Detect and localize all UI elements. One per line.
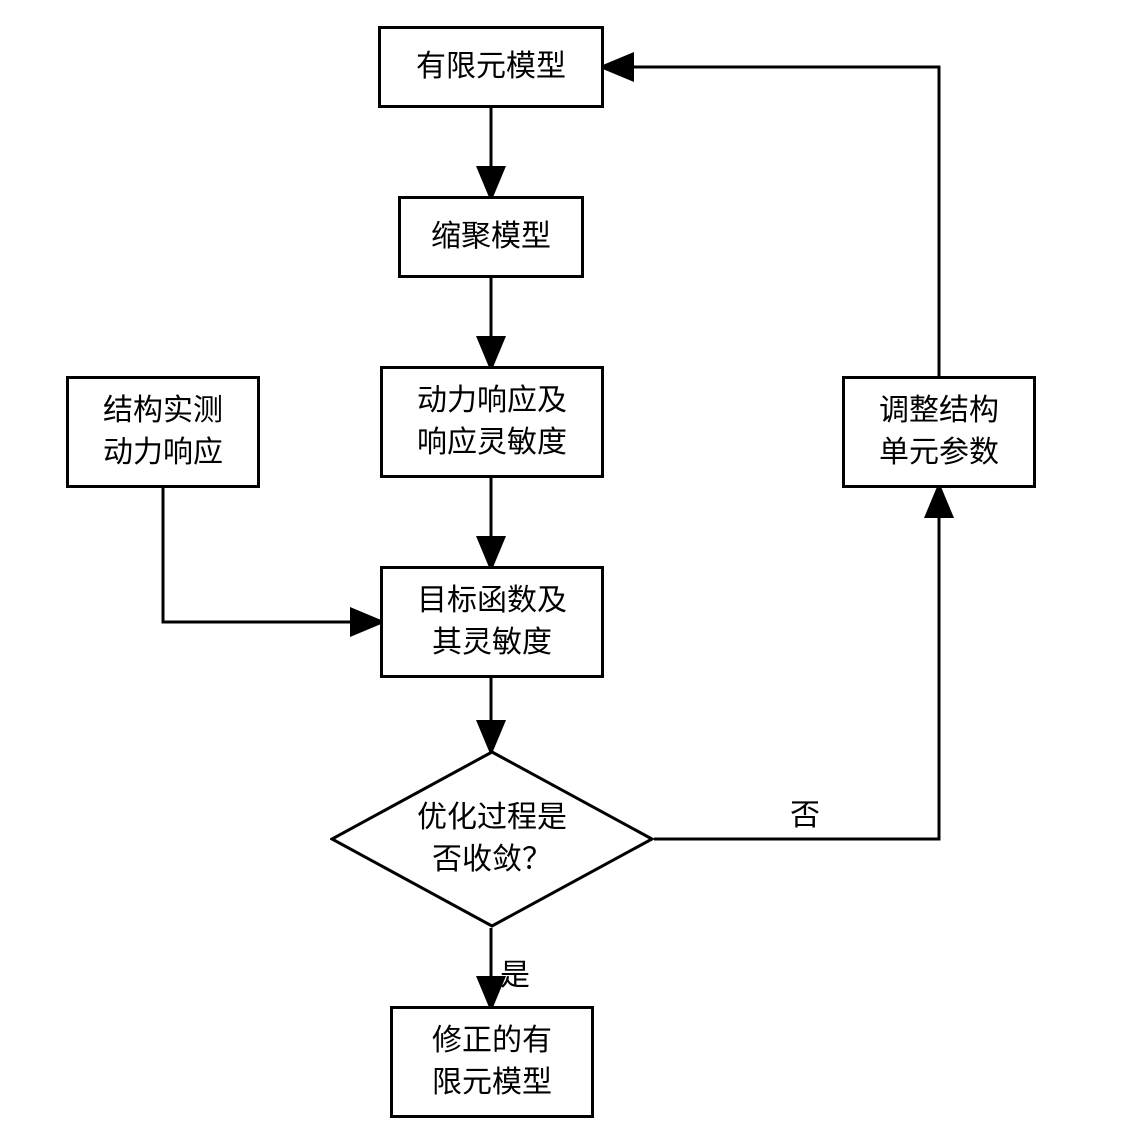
flowchart-canvas: 有限元模型 缩聚模型 动力响应及 响应灵敏度 目标函数及 其灵敏度 优化过程是 … [0, 0, 1122, 1144]
node-finite-element-model: 有限元模型 [378, 26, 604, 108]
node-objective-function: 目标函数及 其灵敏度 [380, 566, 604, 678]
node-label: 修正的有 限元模型 [432, 1020, 552, 1104]
node-dynamic-response: 动力响应及 响应灵敏度 [380, 366, 604, 478]
edge-label-no: 否 [790, 790, 820, 834]
node-adjust-parameters: 调整结构 单元参数 [842, 376, 1036, 488]
node-updated-model: 修正的有 限元模型 [390, 1006, 594, 1118]
node-condensation-model: 缩聚模型 [398, 196, 584, 278]
edge-label-yes: 是 [500, 950, 530, 994]
node-label: 优化过程是 否收敛？ [330, 750, 654, 928]
node-label: 结构实测 动力响应 [103, 390, 223, 474]
node-label: 目标函数及 其灵敏度 [417, 580, 567, 664]
node-measured-response: 结构实测 动力响应 [66, 376, 260, 488]
node-label: 缩聚模型 [431, 216, 551, 258]
node-label: 动力响应及 响应灵敏度 [417, 380, 567, 464]
node-label: 有限元模型 [416, 46, 566, 88]
node-convergence-decision: 优化过程是 否收敛？ [330, 750, 654, 928]
node-label: 调整结构 单元参数 [879, 390, 999, 474]
